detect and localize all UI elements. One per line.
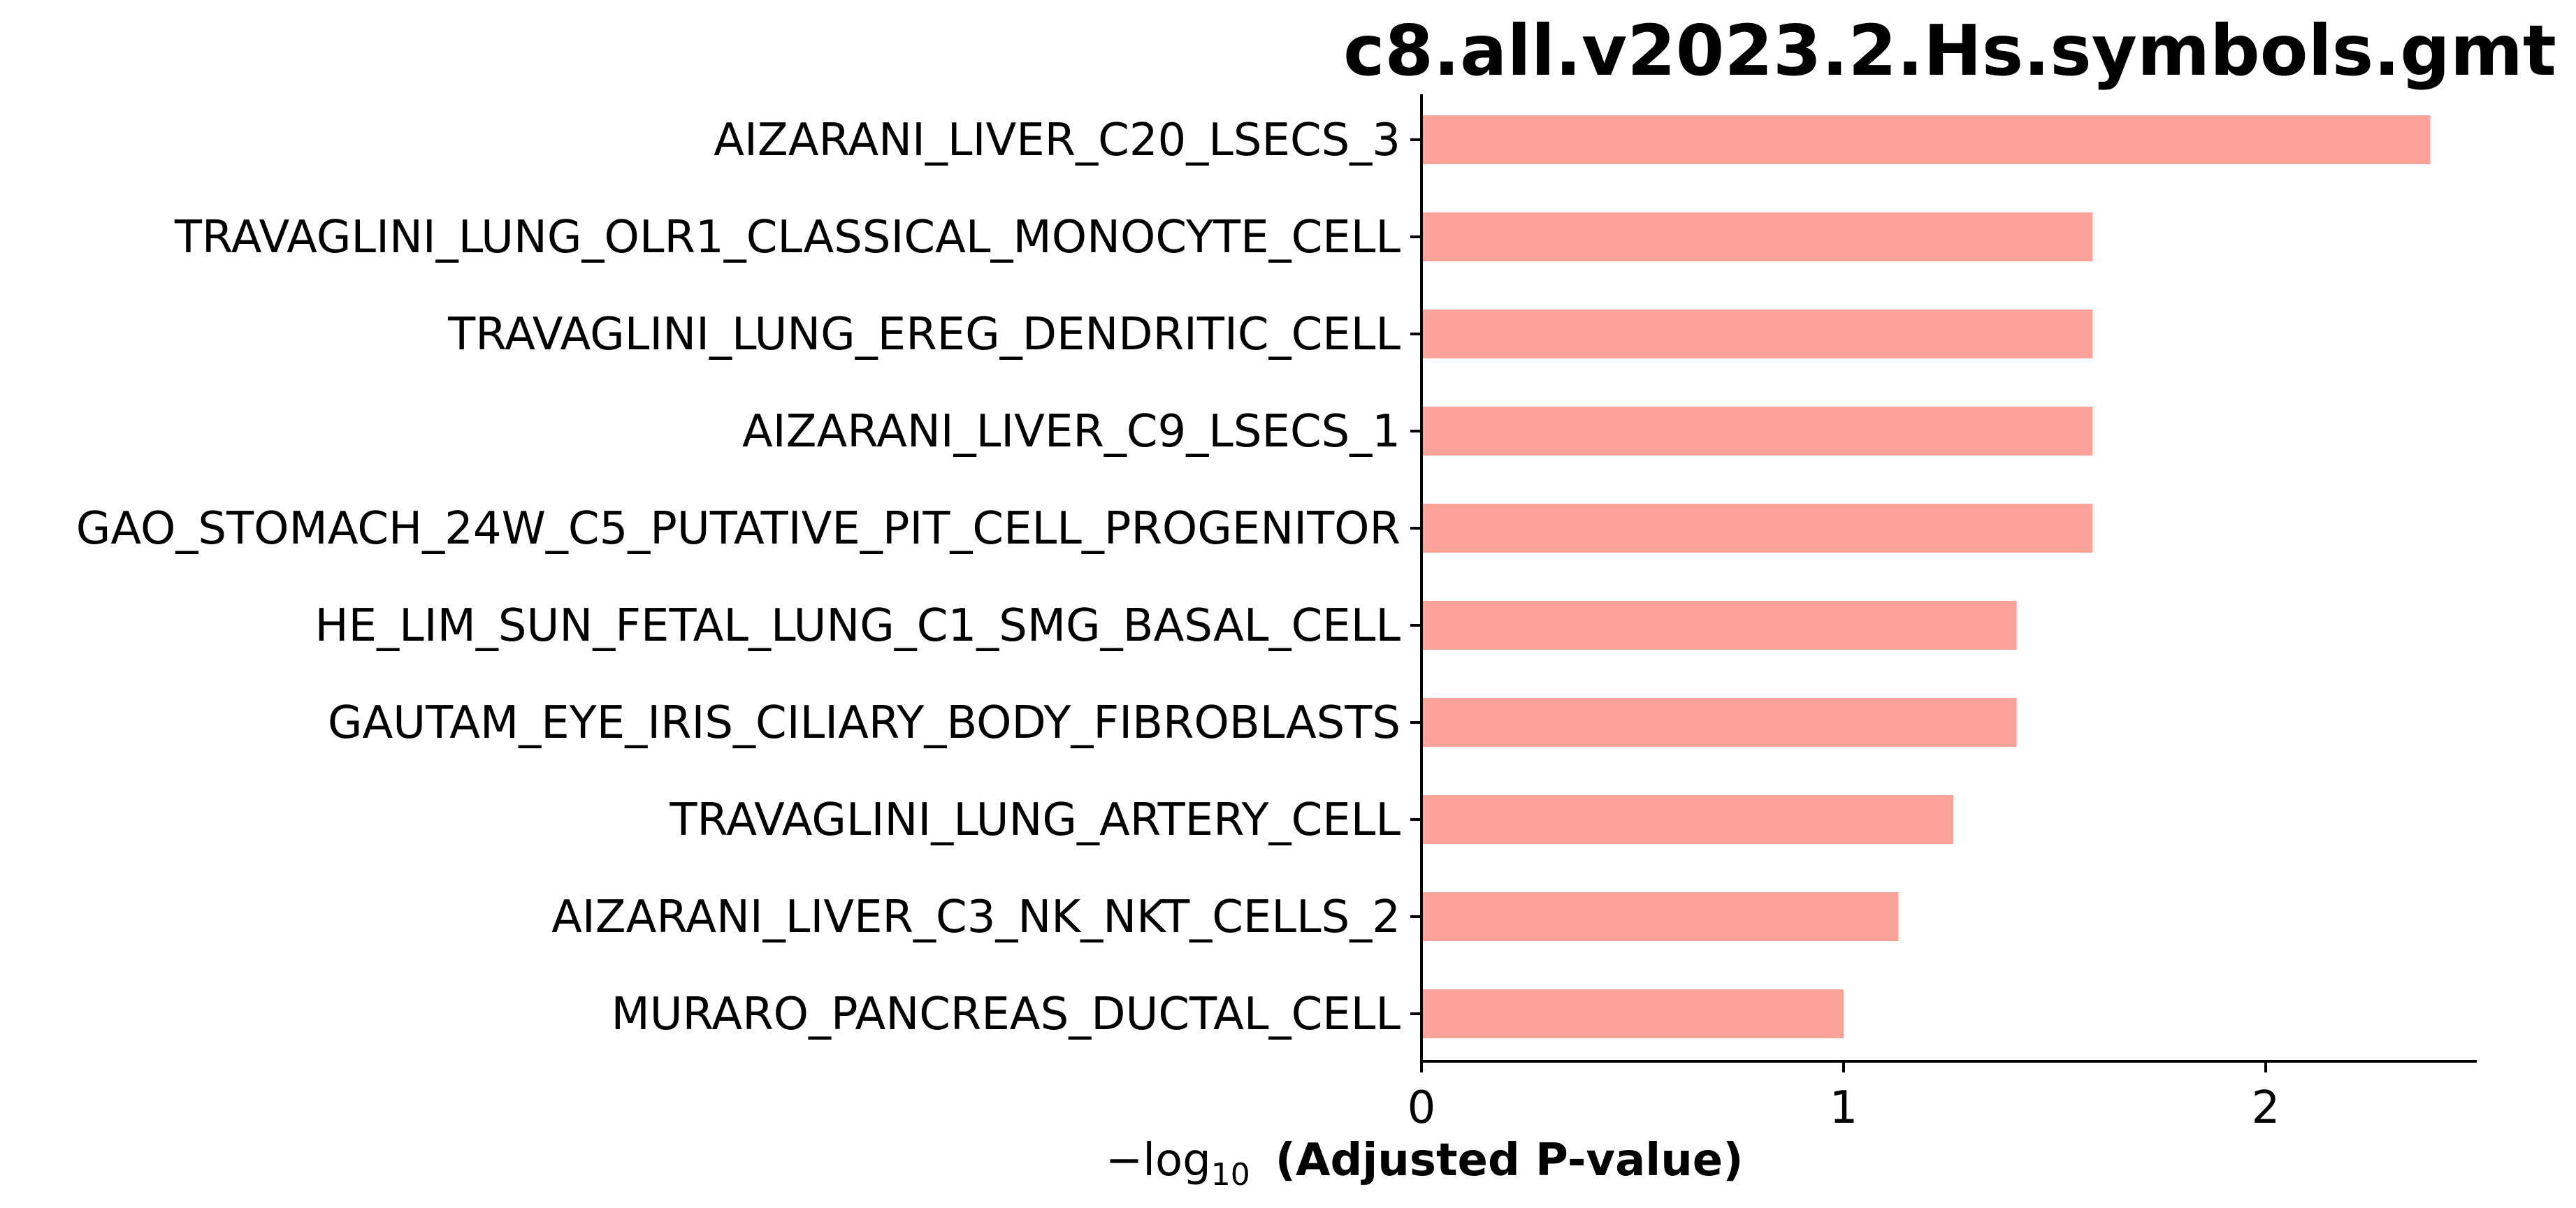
category-labels: AIZARANI_LIVER_C20_LSECS_3 TRAVAGLINI_LUN… xyxy=(76,115,1421,1040)
x-axis-label-prefix: −log xyxy=(1106,1135,1211,1186)
x-axis-label-text: (Adjusted P-value) xyxy=(1275,1135,1744,1186)
category-label: HE_LIM_SUN_FETAL_LUNG_C1_SMG_BASAL_CELL xyxy=(315,600,1401,652)
bar xyxy=(1421,115,2431,164)
x-axis-ticks: 0 1 2 xyxy=(1408,1061,2280,1134)
x-tick-label: 0 xyxy=(1408,1082,1436,1134)
x-tick-label: 2 xyxy=(2252,1082,2280,1134)
bar xyxy=(1421,989,1844,1038)
bar xyxy=(1421,601,2017,650)
bar xyxy=(1421,504,2093,553)
category-label: MURARO_PANCREAS_DUCTAL_CELL xyxy=(611,989,1401,1040)
category-label: AIZARANI_LIVER_C20_LSECS_3 xyxy=(714,115,1401,166)
bar xyxy=(1421,892,1899,941)
category-label: TRAVAGLINI_LUNG_ARTERY_CELL xyxy=(669,794,1401,846)
category-label: TRAVAGLINI_LUNG_OLR1_CLASSICAL_MONOCYTE_… xyxy=(174,212,1401,263)
x-axis-label: −log10 (Adjusted P-value) xyxy=(1106,1135,1744,1193)
bars-group xyxy=(1421,115,2431,1038)
bar xyxy=(1421,212,2093,261)
category-label: TRAVAGLINI_LUNG_EREG_DENDRITIC_CELL xyxy=(447,309,1401,361)
chart-title: c8.all.v2023.2.Hs.symbols.gmt xyxy=(1343,10,2556,92)
bar xyxy=(1421,698,2017,747)
category-label: AIZARANI_LIVER_C9_LSECS_1 xyxy=(742,406,1401,458)
bar xyxy=(1421,407,2093,456)
x-tick-label: 1 xyxy=(1830,1082,1858,1134)
bar xyxy=(1421,795,1954,844)
category-label: GAUTAM_EYE_IRIS_CILIARY_BODY_FIBROBLASTS xyxy=(328,697,1401,749)
category-label: GAO_STOMACH_24W_C5_PUTATIVE_PIT_CELL_PRO… xyxy=(76,503,1401,555)
bar xyxy=(1421,310,2093,358)
category-label: AIZARANI_LIVER_C3_NK_NKT_CELLS_2 xyxy=(551,892,1401,943)
x-axis-label-subscript: 10 xyxy=(1211,1157,1250,1193)
